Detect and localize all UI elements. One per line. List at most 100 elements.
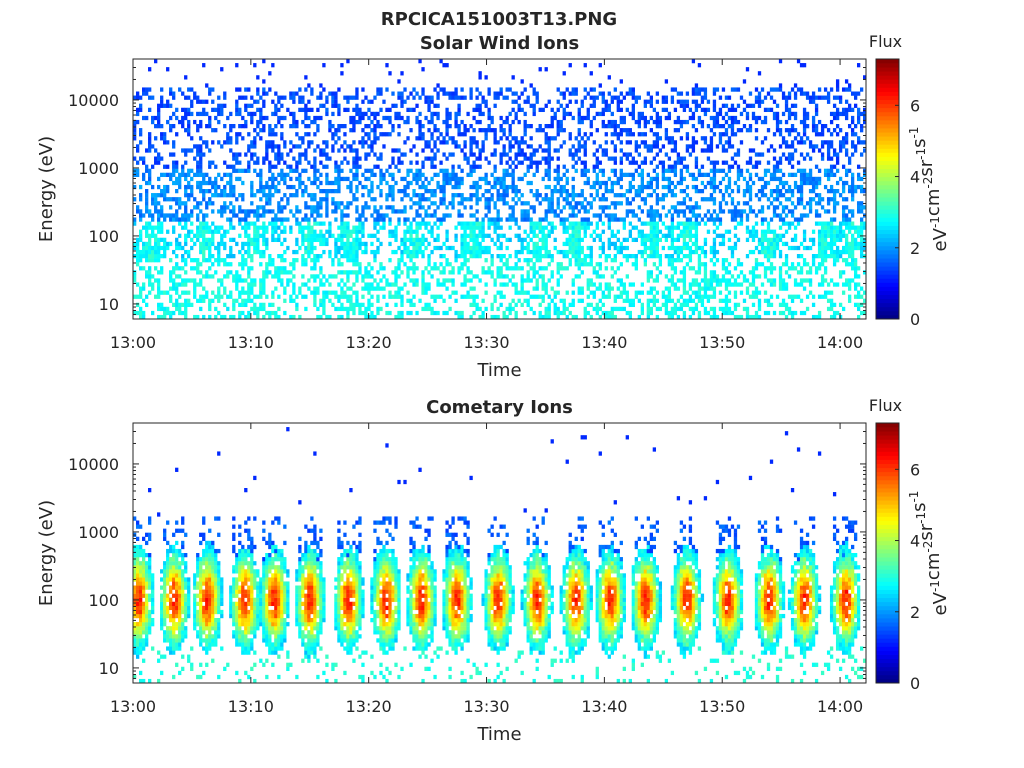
heatmap-cell xyxy=(346,229,350,234)
heatmap-cell xyxy=(706,278,711,283)
heatmap-cell xyxy=(661,294,666,299)
heatmap-cell xyxy=(166,229,170,234)
heatmap-cell xyxy=(655,115,660,121)
heatmap-cell xyxy=(493,217,497,222)
heatmap-cell xyxy=(427,282,431,287)
heatmap-cell xyxy=(379,180,383,186)
heatmap-cell xyxy=(679,168,684,173)
heatmap-cell xyxy=(469,229,473,234)
heatmap-cell xyxy=(631,107,635,113)
heatmap-cell xyxy=(688,249,693,255)
heatmap-cell xyxy=(583,144,587,149)
heatmap-cell xyxy=(433,152,437,157)
heatmap-cell xyxy=(367,302,371,308)
heatmap-cell xyxy=(181,254,185,259)
heatmap-cell xyxy=(733,160,738,165)
heatmap-cell xyxy=(655,249,660,255)
heatmap-cell xyxy=(430,201,434,206)
heatmap-cell xyxy=(424,209,428,214)
heatmap-cell xyxy=(328,282,332,287)
heatmap-cell xyxy=(511,306,515,312)
heatmap-cell xyxy=(715,217,720,222)
heatmap-cell xyxy=(307,132,311,137)
heatmap-cell xyxy=(382,225,386,230)
heatmap-cell xyxy=(496,233,500,238)
heatmap-cell xyxy=(133,156,137,161)
heatmap-cell xyxy=(670,225,675,230)
heatmap-cell xyxy=(259,119,263,125)
heatmap-cell xyxy=(568,136,572,141)
heatmap-cell xyxy=(616,237,620,243)
heatmap-cell xyxy=(229,270,233,275)
heatmap-cell xyxy=(685,164,690,169)
heatmap-cell xyxy=(631,87,635,92)
heatmap-cell xyxy=(445,237,449,243)
heatmap-cell xyxy=(229,180,233,186)
heatmap-cell xyxy=(235,160,239,165)
heatmap-cell xyxy=(328,233,332,238)
heatmap-cell xyxy=(634,99,638,104)
heatmap-cell xyxy=(178,302,182,308)
heatmap-cell xyxy=(310,197,314,202)
heatmap-cell xyxy=(196,201,200,206)
heatmap-cell xyxy=(619,282,623,287)
heatmap-cell xyxy=(577,241,581,247)
heatmap-cell xyxy=(235,282,239,287)
heatmap-cell xyxy=(718,209,723,214)
heatmap-cell xyxy=(178,274,182,279)
heatmap-cell xyxy=(418,213,422,218)
heatmap-cell xyxy=(583,225,587,230)
heatmap-cell xyxy=(643,99,647,104)
heatmap-cell xyxy=(646,270,650,275)
heatmap-cell xyxy=(448,201,452,206)
heatmap-cell xyxy=(352,148,356,153)
heatmap-cell xyxy=(523,140,527,145)
heatmap-cell xyxy=(406,184,410,190)
heatmap-cell xyxy=(472,298,476,303)
heatmap-cell xyxy=(469,233,473,238)
heatmap-cell xyxy=(298,87,302,92)
heatmap-cell xyxy=(238,262,242,267)
heatmap-cell xyxy=(433,156,437,161)
heatmap-cell xyxy=(700,148,705,153)
heatmap-cell xyxy=(412,262,416,267)
heatmap-cell xyxy=(634,262,638,267)
heatmap-cell xyxy=(541,176,545,182)
heatmap-cell xyxy=(355,298,359,303)
heatmap-cell xyxy=(613,241,617,247)
heatmap-cell xyxy=(199,306,203,312)
heatmap-cell xyxy=(640,237,644,243)
heatmap-cell xyxy=(475,164,479,169)
heatmap-cell xyxy=(364,140,368,145)
heatmap-cell xyxy=(295,221,299,226)
heatmap-cell xyxy=(703,107,708,113)
heatmap-cell xyxy=(184,314,188,320)
heatmap-cell xyxy=(643,233,647,238)
heatmap-cell xyxy=(346,205,350,210)
heatmap-cell xyxy=(643,156,647,161)
heatmap-cell xyxy=(550,229,554,234)
heatmap-cell xyxy=(643,132,647,137)
heatmap-cell xyxy=(310,87,314,92)
heatmap-cell xyxy=(676,128,681,133)
heatmap-cell xyxy=(520,245,524,251)
heatmap-cell xyxy=(505,172,509,178)
heatmap-cell xyxy=(715,249,720,255)
heatmap-cell xyxy=(283,258,287,263)
heatmap-cell xyxy=(511,217,515,222)
heatmap-cell xyxy=(580,249,584,255)
heatmap-cell xyxy=(529,229,533,234)
heatmap-cell xyxy=(547,306,551,312)
heatmap-cell xyxy=(421,274,425,279)
heatmap-cell xyxy=(349,180,353,186)
heatmap-cell xyxy=(220,294,224,299)
heatmap-cell xyxy=(280,168,284,173)
heatmap-cell xyxy=(748,294,753,299)
heatmap-cell xyxy=(277,225,281,230)
heatmap-cell xyxy=(619,245,623,251)
heatmap-cell xyxy=(427,221,431,226)
heatmap-cell xyxy=(202,245,206,251)
heatmap-cell xyxy=(667,168,672,173)
heatmap-cell xyxy=(643,237,647,243)
heatmap-cell xyxy=(397,294,401,299)
